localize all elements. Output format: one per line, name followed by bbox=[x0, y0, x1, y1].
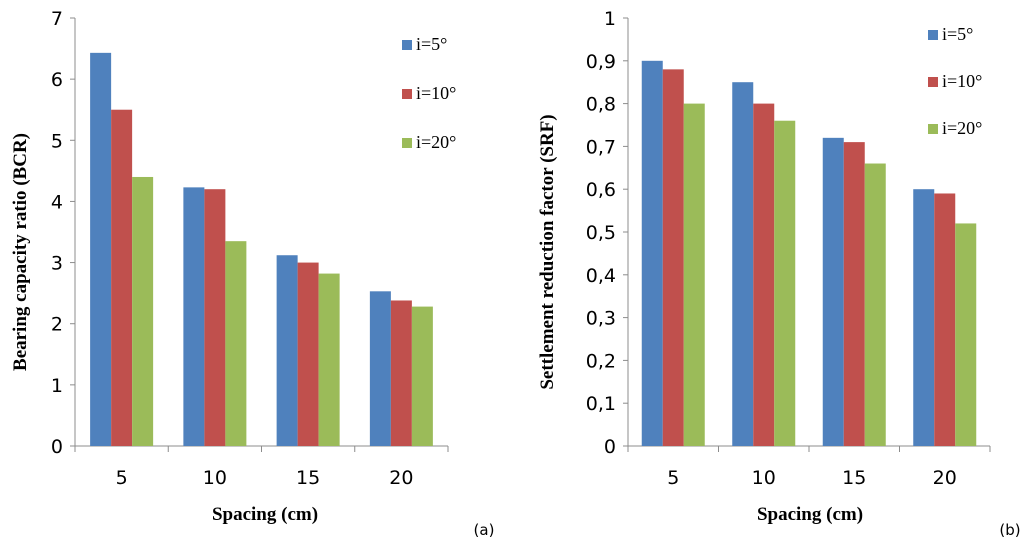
bcr-y-tick-label: 1 bbox=[51, 375, 63, 397]
srf-y-tick-label: 0,3 bbox=[586, 308, 616, 330]
bcr-y-tick-label: 5 bbox=[51, 130, 63, 152]
srf-bar-i=5° bbox=[822, 137, 844, 446]
bcr-bar-i=10° bbox=[297, 262, 319, 446]
srf-bar-i=5° bbox=[641, 60, 663, 447]
bcr-x-tick-label: 20 bbox=[389, 467, 413, 489]
srf-legend-label: i=20° bbox=[942, 118, 982, 138]
bcr-bar-i=20° bbox=[318, 273, 340, 446]
bcr-y-tick-label: 0 bbox=[51, 436, 63, 458]
srf-bar-i=10° bbox=[934, 193, 956, 446]
srf-bar-i=10° bbox=[753, 103, 775, 446]
bcr-y-axis-title: Bearing capacity ratio (BCR) bbox=[10, 133, 31, 371]
bcr-panel-label: (a) bbox=[474, 521, 495, 539]
bcr-bar-i=10° bbox=[111, 109, 133, 446]
srf-bar-i=20° bbox=[683, 103, 705, 446]
bcr-legend-label: i=10° bbox=[416, 83, 456, 103]
bcr-bar-i=10° bbox=[204, 189, 226, 446]
bcr-legend-label: i=5° bbox=[416, 34, 447, 54]
srf-y-tick-label: 0,9 bbox=[586, 51, 616, 73]
srf-y-tick-label: 0 bbox=[604, 436, 616, 458]
bcr-bar-i=20° bbox=[132, 176, 154, 446]
bcr-x-tick-label: 10 bbox=[203, 467, 227, 489]
srf-y-tick-label: 0,4 bbox=[586, 265, 616, 287]
bcr-y-tick-label: 3 bbox=[51, 253, 63, 275]
bcr-x-axis-title: Spacing (cm) bbox=[212, 504, 318, 525]
bcr-legend-swatch bbox=[402, 138, 412, 148]
srf-y-tick-label: 0,7 bbox=[586, 136, 616, 158]
bcr-x-tick-label: 15 bbox=[296, 467, 320, 489]
srf-bar-i=10° bbox=[843, 142, 865, 446]
srf-legend-label: i=10° bbox=[942, 71, 982, 91]
srf-bar-i=20° bbox=[864, 163, 886, 446]
bcr-bar-i=20° bbox=[225, 241, 247, 446]
bcr-y-tick-label: 7 bbox=[51, 8, 63, 30]
srf-bar-i=5° bbox=[913, 189, 935, 446]
srf-y-tick-label: 0,6 bbox=[586, 179, 616, 201]
bcr-y-tick-label: 2 bbox=[51, 314, 63, 336]
srf-x-tick-label: 5 bbox=[667, 467, 679, 489]
srf-legend-swatch bbox=[928, 77, 938, 87]
srf-y-tick-label: 0,1 bbox=[586, 393, 616, 415]
srf-bar-i=10° bbox=[662, 69, 684, 447]
srf-x-tick-label: 10 bbox=[752, 467, 776, 489]
bcr-bar-i=5° bbox=[183, 187, 205, 446]
bcr-legend-label: i=20° bbox=[416, 132, 456, 152]
bcr-bar-i=20° bbox=[411, 306, 433, 446]
bcr-x-tick-label: 5 bbox=[116, 467, 128, 489]
srf-y-tick-label: 1 bbox=[604, 8, 616, 30]
srf-bar-i=5° bbox=[732, 82, 754, 446]
srf-x-tick-label: 15 bbox=[842, 467, 866, 489]
bcr-bar-i=5° bbox=[276, 255, 298, 446]
bcr-bar-i=5° bbox=[369, 291, 391, 446]
srf-panel-label: (b) bbox=[999, 521, 1020, 539]
bcr-y-tick-label: 4 bbox=[51, 191, 63, 213]
bcr-y-tick-label: 6 bbox=[51, 69, 63, 91]
srf-y-axis-title: Settlement reduction factor (SRF) bbox=[537, 114, 558, 389]
srf-legend-swatch bbox=[928, 30, 938, 40]
srf-legend-label: i=5° bbox=[942, 24, 973, 44]
bcr-legend-swatch bbox=[402, 89, 412, 99]
bcr-legend-swatch bbox=[402, 40, 412, 50]
srf-y-tick-label: 0,2 bbox=[586, 350, 616, 372]
srf-bar-i=20° bbox=[955, 223, 977, 446]
srf-y-tick-label: 0,8 bbox=[586, 94, 616, 116]
srf-legend-swatch bbox=[928, 124, 938, 134]
srf-x-axis-title: Spacing (cm) bbox=[757, 504, 863, 525]
srf-y-tick-label: 0,5 bbox=[586, 222, 616, 244]
bcr-bar-i=5° bbox=[90, 52, 112, 446]
srf-bar-i=20° bbox=[774, 120, 796, 446]
srf-x-tick-label: 20 bbox=[933, 467, 957, 489]
bcr-bar-i=10° bbox=[390, 300, 412, 446]
